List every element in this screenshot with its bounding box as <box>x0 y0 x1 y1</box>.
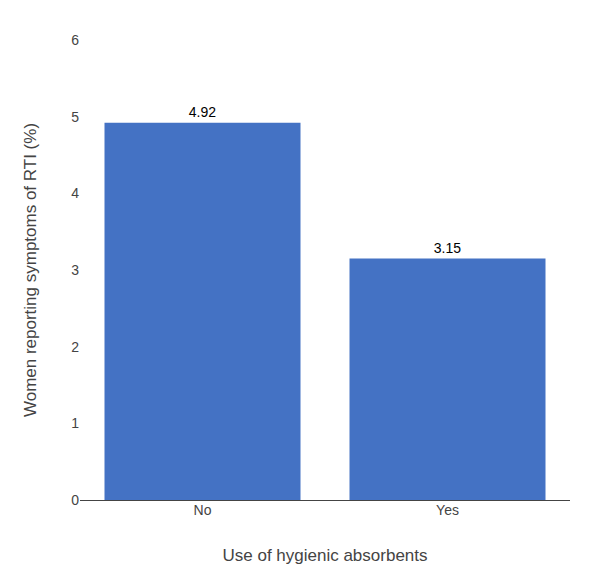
svg-text:Women reporting symptoms of RT: Women reporting symptoms of RTI (%) <box>21 123 40 417</box>
svg-text:Yes: Yes <box>436 502 459 518</box>
svg-text:6: 6 <box>71 32 79 48</box>
svg-text:4.92: 4.92 <box>189 104 216 120</box>
svg-text:No: No <box>194 502 212 518</box>
svg-text:3.15: 3.15 <box>434 240 461 256</box>
svg-text:3: 3 <box>71 262 79 278</box>
svg-text:4: 4 <box>71 185 79 201</box>
svg-text:0: 0 <box>71 492 79 508</box>
svg-text:5: 5 <box>71 109 79 125</box>
svg-text:Use of hygienic absorbents: Use of hygienic absorbents <box>222 546 427 565</box>
svg-text:1: 1 <box>71 415 79 431</box>
svg-text:2: 2 <box>71 339 79 355</box>
